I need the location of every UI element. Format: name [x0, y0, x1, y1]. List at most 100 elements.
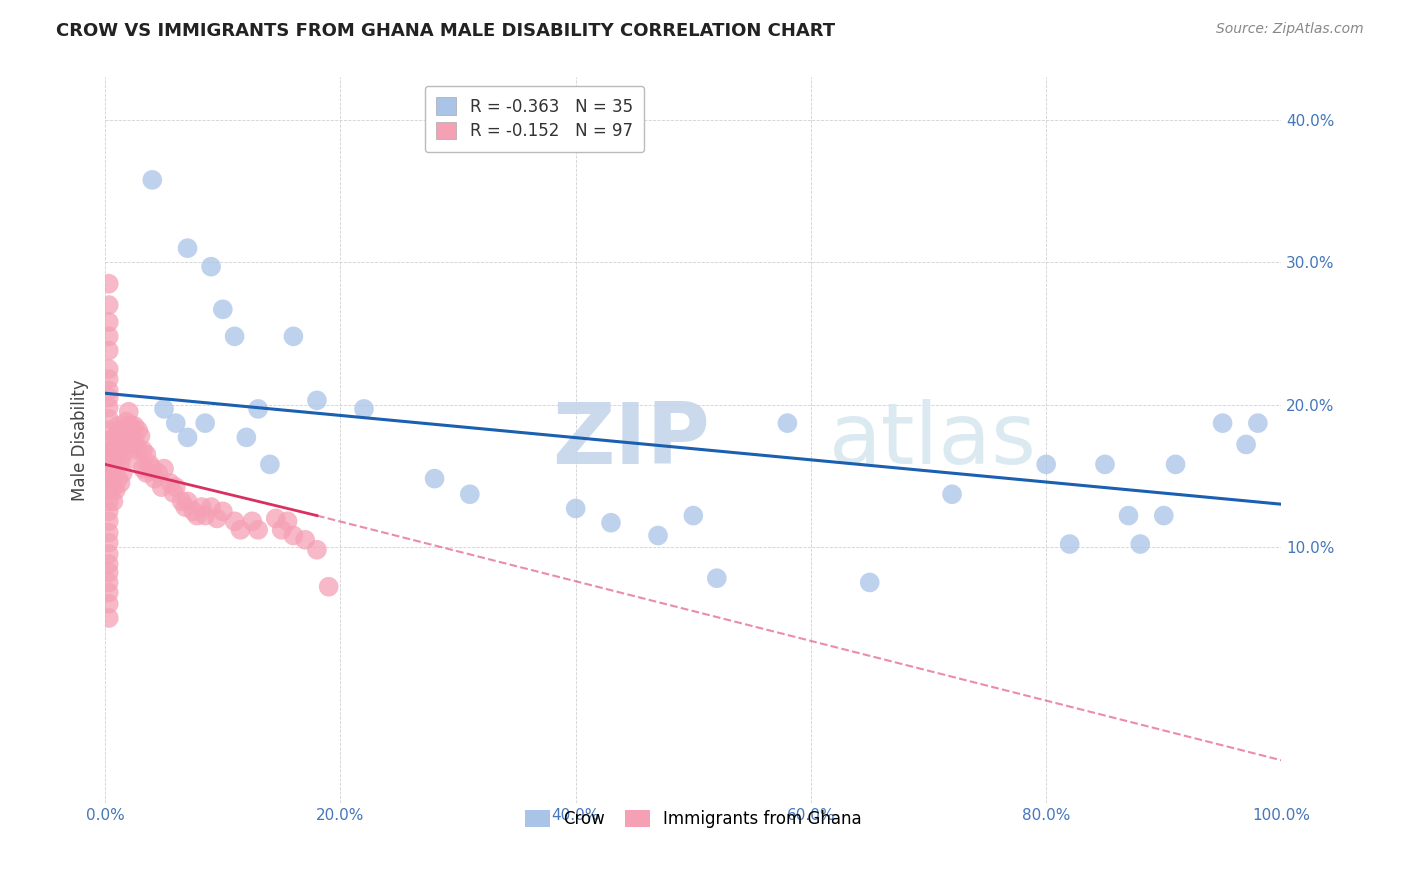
Point — [682, 508, 704, 523]
Point — [170, 494, 193, 508]
Point — [97, 585, 120, 599]
Point — [104, 483, 127, 497]
Point — [97, 557, 120, 571]
Point — [104, 443, 127, 458]
Point — [97, 575, 120, 590]
Point — [97, 597, 120, 611]
Point — [110, 454, 132, 468]
Point — [247, 523, 270, 537]
Point — [1059, 537, 1081, 551]
Point — [706, 571, 728, 585]
Point — [141, 173, 163, 187]
Point — [97, 566, 120, 580]
Point — [97, 362, 120, 376]
Point — [353, 401, 375, 416]
Point — [135, 447, 157, 461]
Point — [423, 472, 446, 486]
Point — [97, 611, 120, 625]
Point — [458, 487, 481, 501]
Point — [100, 443, 122, 458]
Point — [97, 384, 120, 398]
Point — [200, 260, 222, 274]
Point — [259, 458, 281, 472]
Point — [97, 401, 120, 415]
Y-axis label: Male Disability: Male Disability — [72, 379, 89, 501]
Point — [186, 508, 208, 523]
Point — [115, 415, 138, 429]
Point — [97, 472, 120, 486]
Point — [118, 437, 141, 451]
Point — [1153, 508, 1175, 523]
Point — [97, 454, 120, 468]
Legend: Crow, Immigrants from Ghana: Crow, Immigrants from Ghana — [519, 803, 869, 835]
Point — [283, 528, 305, 542]
Point — [153, 461, 176, 475]
Point — [190, 500, 212, 514]
Point — [103, 494, 125, 508]
Point — [1094, 458, 1116, 472]
Point — [146, 466, 169, 480]
Point — [97, 315, 120, 329]
Point — [174, 500, 197, 514]
Point — [97, 443, 120, 458]
Point — [1118, 508, 1140, 523]
Point — [176, 430, 198, 444]
Point — [264, 511, 287, 525]
Point — [107, 472, 129, 486]
Point — [600, 516, 623, 530]
Point — [107, 447, 129, 461]
Text: ZIP: ZIP — [553, 399, 710, 482]
Point — [97, 343, 120, 358]
Point — [127, 443, 149, 458]
Point — [153, 401, 176, 416]
Point — [132, 461, 155, 475]
Point — [200, 500, 222, 514]
Point — [97, 277, 120, 291]
Point — [103, 458, 125, 472]
Point — [318, 580, 340, 594]
Point — [270, 523, 292, 537]
Point — [159, 475, 181, 490]
Point — [211, 302, 233, 317]
Point — [647, 528, 669, 542]
Point — [143, 472, 166, 486]
Point — [103, 480, 125, 494]
Point — [224, 329, 246, 343]
Point — [129, 429, 152, 443]
Point — [150, 480, 173, 494]
Point — [283, 329, 305, 343]
Point — [1247, 416, 1270, 430]
Point — [111, 447, 134, 461]
Point — [107, 433, 129, 447]
Point — [97, 329, 120, 343]
Point — [104, 429, 127, 443]
Point — [859, 575, 882, 590]
Point — [205, 511, 228, 525]
Point — [135, 466, 157, 480]
Point — [97, 483, 120, 497]
Point — [276, 514, 298, 528]
Point — [176, 241, 198, 255]
Point — [1164, 458, 1187, 472]
Point — [127, 423, 149, 437]
Point — [115, 433, 138, 447]
Point — [1212, 416, 1234, 430]
Point — [97, 372, 120, 386]
Point — [118, 419, 141, 434]
Point — [194, 508, 217, 523]
Point — [97, 391, 120, 405]
Point — [165, 416, 187, 430]
Point — [111, 429, 134, 443]
Point — [120, 437, 142, 451]
Point — [118, 405, 141, 419]
Point — [110, 423, 132, 437]
Point — [1129, 537, 1152, 551]
Point — [97, 298, 120, 312]
Point — [211, 504, 233, 518]
Point — [139, 458, 162, 472]
Point — [305, 542, 328, 557]
Point — [305, 393, 328, 408]
Point — [97, 412, 120, 426]
Point — [1234, 437, 1257, 451]
Point — [224, 514, 246, 528]
